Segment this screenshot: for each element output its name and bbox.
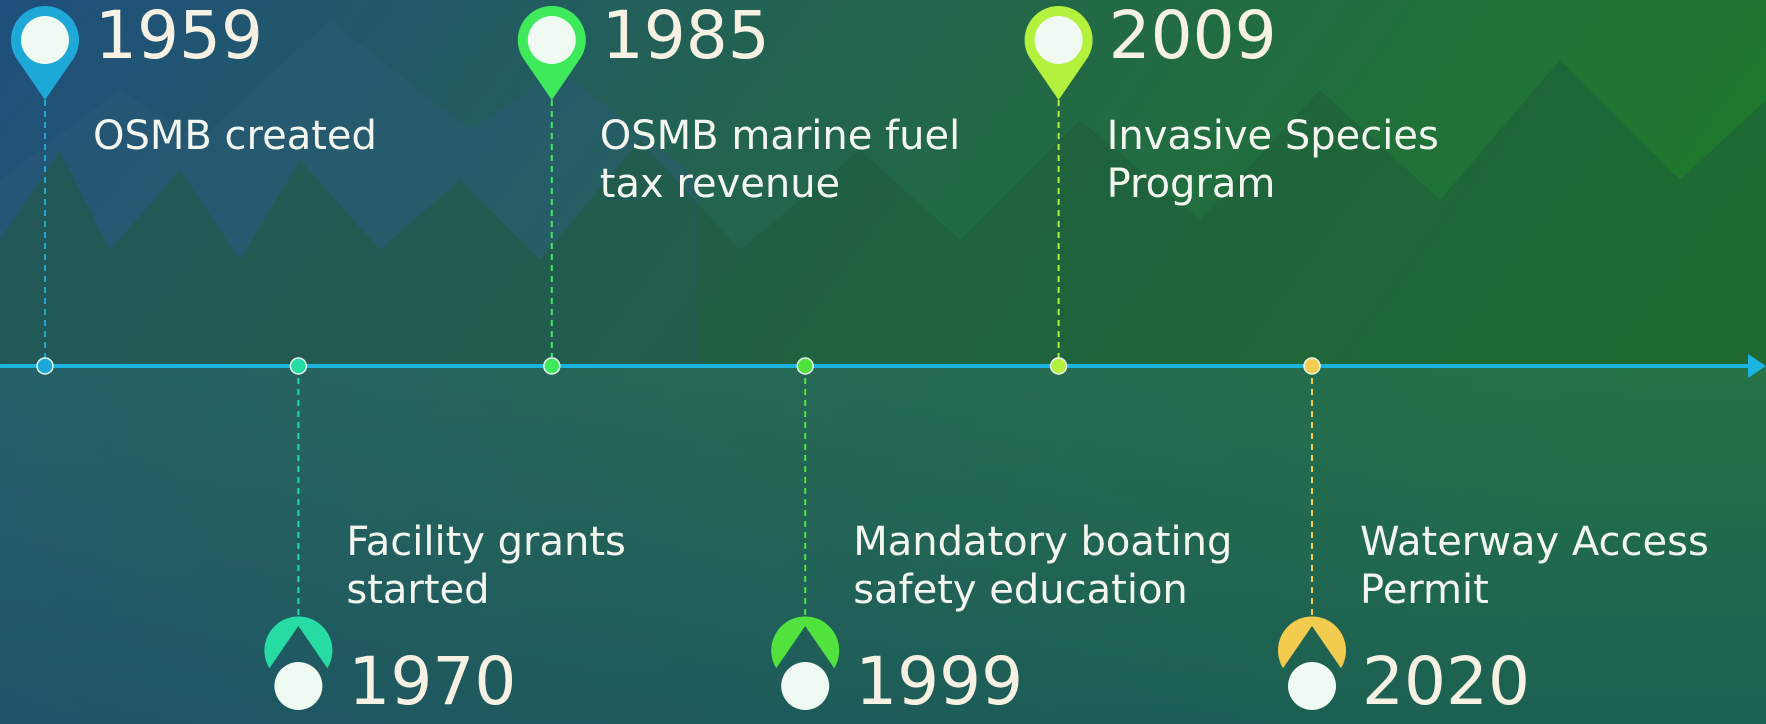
axis-dot bbox=[544, 358, 560, 374]
description: Program bbox=[1107, 161, 1276, 207]
axis-dot bbox=[797, 358, 813, 374]
axis-dot bbox=[37, 358, 53, 374]
description: safety education bbox=[853, 567, 1188, 613]
year: 2009 bbox=[1109, 0, 1277, 74]
description: OSMB created bbox=[93, 113, 377, 159]
description: Facility grants bbox=[346, 519, 625, 565]
description: Mandatory boating bbox=[853, 519, 1232, 565]
description: started bbox=[346, 567, 489, 613]
pin-center bbox=[781, 662, 829, 710]
year: 1959 bbox=[95, 0, 263, 74]
description: tax revenue bbox=[600, 161, 840, 207]
timeline: 1959 OSMB created 1970 Facility grantsstart… bbox=[0, 0, 1766, 724]
pin-center bbox=[1288, 662, 1336, 710]
description: Waterway Access bbox=[1360, 519, 1709, 565]
axis-dot bbox=[1304, 358, 1320, 374]
pin-center bbox=[1035, 16, 1083, 64]
pin-center bbox=[528, 16, 576, 64]
description: Permit bbox=[1360, 567, 1489, 613]
description: OSMB marine fuel bbox=[600, 113, 960, 159]
description: Invasive Species bbox=[1107, 113, 1439, 159]
pin-center bbox=[21, 16, 69, 64]
page: 1959 OSMB created 1970 Facility grantsstart… bbox=[0, 0, 1766, 724]
axis-dot bbox=[1051, 358, 1067, 374]
year: 1999 bbox=[855, 643, 1023, 720]
year: 1985 bbox=[602, 0, 770, 74]
year: 1970 bbox=[348, 643, 516, 720]
pin-center bbox=[274, 662, 322, 710]
year: 2020 bbox=[1362, 643, 1530, 720]
axis-dot bbox=[290, 358, 306, 374]
